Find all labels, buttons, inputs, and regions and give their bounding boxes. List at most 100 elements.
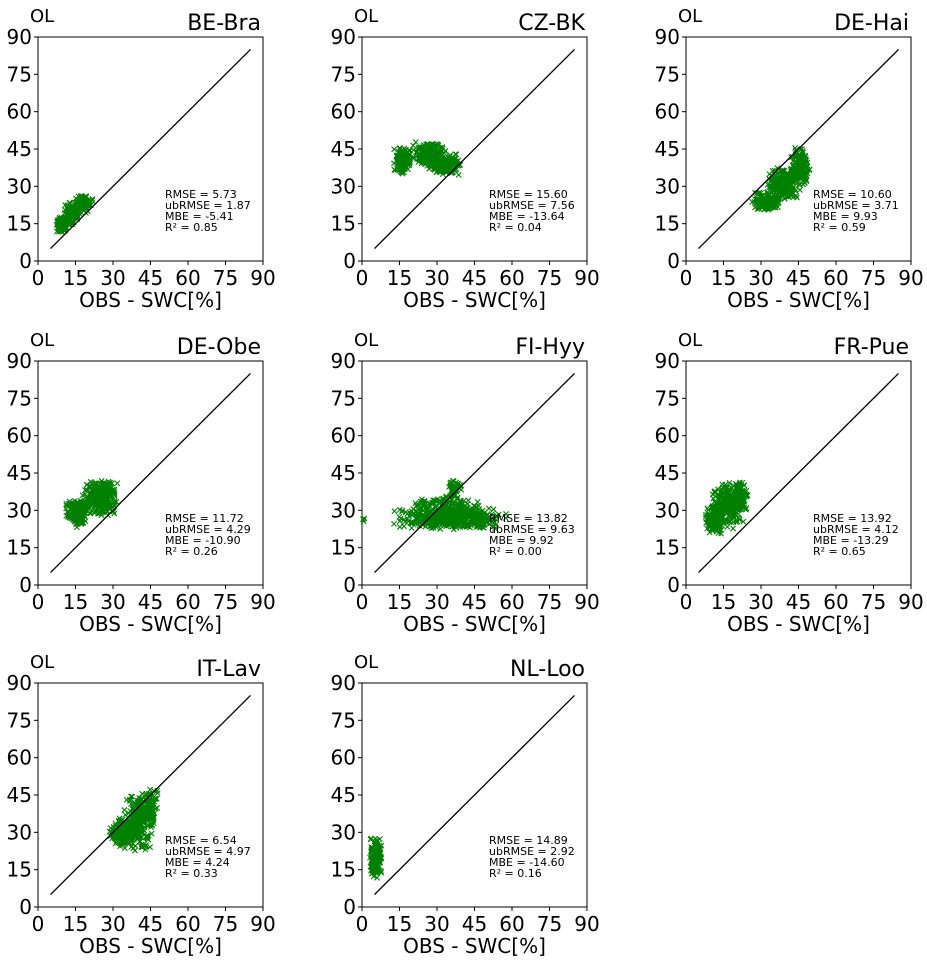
data-point xyxy=(80,508,87,515)
data-point xyxy=(70,206,77,213)
data-point xyxy=(421,500,428,507)
x-tick-label: 0 xyxy=(32,590,45,614)
x-tick-label: 90 xyxy=(250,266,275,290)
data-point xyxy=(98,512,105,519)
data-point xyxy=(77,516,84,523)
data-point xyxy=(775,183,782,190)
data-point xyxy=(474,516,481,523)
data-point xyxy=(107,833,114,840)
data-point xyxy=(444,512,451,519)
data-point xyxy=(459,505,466,512)
data-point xyxy=(133,825,140,832)
data-point xyxy=(419,156,426,163)
y-tick-label: 0 xyxy=(19,249,32,273)
data-point xyxy=(736,501,743,508)
data-point xyxy=(429,162,436,169)
x-tick-label: 0 xyxy=(32,912,45,936)
data-point xyxy=(801,160,808,167)
stat-line: MBE = -14.60 xyxy=(489,856,565,869)
data-point xyxy=(121,807,128,814)
identity-line xyxy=(50,694,251,896)
x-tick-label: 30 xyxy=(748,590,773,614)
x-tick-label: 15 xyxy=(387,590,412,614)
data-point xyxy=(715,505,722,512)
x-tick-label: 30 xyxy=(748,266,773,290)
identity-line xyxy=(50,48,251,250)
y-tick-label: 90 xyxy=(331,25,356,49)
x-tick-label: 30 xyxy=(100,590,125,614)
data-point xyxy=(396,145,403,151)
y-tick-label: 60 xyxy=(7,100,32,124)
data-point xyxy=(460,521,467,528)
data-point xyxy=(477,524,484,531)
data-point xyxy=(791,173,798,180)
x-tick-label: 75 xyxy=(861,266,886,290)
data-point xyxy=(449,479,456,486)
y-tick-label: 30 xyxy=(7,498,32,522)
stat-line: RMSE = 13.92 xyxy=(813,512,892,525)
data-point xyxy=(415,159,422,165)
data-point xyxy=(146,798,153,805)
data-point xyxy=(709,524,716,531)
stat-line: RMSE = 15.60 xyxy=(489,188,568,201)
panel-title: IT-Lav xyxy=(196,657,261,682)
data-point xyxy=(86,483,93,490)
data-point xyxy=(479,507,486,514)
data-point xyxy=(464,512,471,519)
data-point xyxy=(789,153,796,160)
data-point xyxy=(715,526,722,533)
data-point xyxy=(132,842,139,849)
data-point xyxy=(418,506,425,513)
data-point xyxy=(148,810,155,816)
data-point xyxy=(374,863,381,870)
x-tick-label: 15 xyxy=(387,912,412,936)
y-tick-label: 75 xyxy=(331,62,356,86)
x-axis-label: OBS - SWC[%] xyxy=(727,612,870,636)
data-point xyxy=(374,855,381,862)
data-point xyxy=(406,160,413,167)
x-tick-label: 90 xyxy=(574,266,599,290)
data-point xyxy=(792,171,799,178)
data-point xyxy=(766,181,773,188)
scatter-points xyxy=(749,144,813,213)
y-tick-label: 90 xyxy=(331,349,356,373)
data-point xyxy=(61,224,68,231)
data-point xyxy=(63,500,70,507)
data-point xyxy=(121,845,128,852)
data-point xyxy=(130,827,137,834)
x-tick-label: 90 xyxy=(898,590,923,614)
data-point xyxy=(722,481,729,488)
data-point xyxy=(77,500,84,507)
corner-label: OL xyxy=(30,652,54,673)
y-tick-label: 0 xyxy=(343,249,356,273)
panel-fr-pue: 00 15 15 30 30 45 45 60 60 75 75 90 90 OBS - SWC[%] OL… xyxy=(655,330,924,636)
data-point xyxy=(457,497,464,504)
data-point xyxy=(730,519,737,526)
data-point xyxy=(433,502,440,509)
data-point xyxy=(73,524,80,531)
panel-be-bra: 00 15 15 30 30 45 45 60 60 75 75 90 90 OBS - SWC[%] OL… xyxy=(7,6,276,312)
x-tick-label: 60 xyxy=(175,590,200,614)
data-point xyxy=(398,508,405,515)
data-point xyxy=(425,160,432,167)
x-tick-label: 75 xyxy=(537,266,562,290)
data-point xyxy=(83,193,90,200)
data-point xyxy=(449,158,456,165)
x-tick-label: 60 xyxy=(499,590,524,614)
y-tick-label: 30 xyxy=(655,498,680,522)
data-point xyxy=(398,158,405,165)
x-axis-label: OBS - SWC[%] xyxy=(403,288,546,312)
x-tick-label: 30 xyxy=(424,912,449,936)
data-point xyxy=(67,200,74,207)
x-tick-label: 45 xyxy=(462,590,487,614)
y-tick-label: 30 xyxy=(7,820,32,844)
data-point xyxy=(89,197,96,204)
x-tick-label: 0 xyxy=(356,912,369,936)
stat-line: R² = 0.85 xyxy=(165,221,218,234)
data-point xyxy=(798,170,805,177)
x-tick-label: 30 xyxy=(100,912,125,936)
data-point xyxy=(442,508,449,515)
data-point xyxy=(133,819,140,826)
data-point xyxy=(415,146,422,153)
identity-line xyxy=(374,372,575,574)
